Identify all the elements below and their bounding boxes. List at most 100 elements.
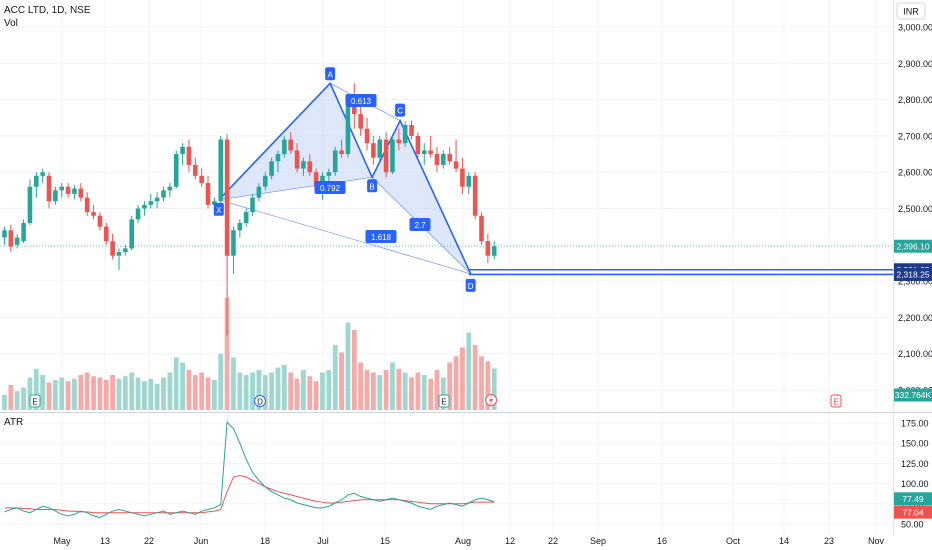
pattern-ratio-cd-box xyxy=(409,218,431,231)
volume-bar xyxy=(91,376,96,410)
pattern-ratio-xb-box xyxy=(314,181,346,194)
volume-bar xyxy=(148,378,154,410)
pattern-ratio-xd: 1.618 xyxy=(365,230,397,243)
volume-bar xyxy=(466,332,472,410)
volume-bar xyxy=(294,378,300,410)
pattern-point-x-text: X xyxy=(216,206,222,215)
event-marker-text: E xyxy=(833,398,838,407)
atr-legend-label[interactable]: ATR xyxy=(4,417,23,428)
volume-bar xyxy=(453,356,459,410)
volume-bar xyxy=(122,376,128,410)
volume-badge-text: 332.764K xyxy=(895,390,932,400)
candle-body xyxy=(428,150,433,155)
candle-body xyxy=(135,208,141,220)
pattern-ratio-ab: 0.613 xyxy=(345,94,377,107)
candle-body xyxy=(199,175,204,184)
time-tick-label: 15 xyxy=(380,536,390,546)
volume-bar xyxy=(78,375,84,410)
atr-value-badge-box xyxy=(894,492,932,506)
last-price-badge[interactable]: 2,396.10 xyxy=(894,239,932,253)
candle-body xyxy=(402,125,408,144)
volume-bar xyxy=(27,377,33,410)
candle-body xyxy=(352,106,357,115)
volume-bar xyxy=(65,381,71,410)
event-marker-2[interactable]: E xyxy=(438,394,450,408)
pattern-ratio-xb: 0.792 xyxy=(314,181,346,194)
candle-body xyxy=(123,248,128,253)
volume-bar xyxy=(103,380,109,410)
candle-body xyxy=(307,161,313,173)
candle-body xyxy=(103,226,109,242)
volume-bar xyxy=(180,362,185,410)
candle-body xyxy=(472,175,478,216)
candle-body xyxy=(460,168,465,187)
time-tick-label: Aug xyxy=(455,536,471,546)
currency-button[interactable]: INR xyxy=(896,2,926,20)
volume-bar xyxy=(320,372,325,410)
pattern-ratio-cd: 2.7 xyxy=(409,218,431,231)
atr-value-badge-text: 77.49 xyxy=(902,494,924,504)
candle-body xyxy=(218,139,224,202)
candle-body xyxy=(262,175,268,187)
candle-body xyxy=(110,241,115,256)
atr-ma-value-badge-text: 77.04 xyxy=(902,507,924,517)
event-marker-1[interactable]: D xyxy=(254,395,266,407)
volume-bar xyxy=(275,367,281,410)
atr-tick-label: 125.00 xyxy=(901,459,929,469)
candle-body xyxy=(326,172,332,176)
candle-body xyxy=(148,201,154,205)
symbol-title[interactable]: ACC LTD, 1D, NSE xyxy=(4,5,91,16)
volume-legend-label[interactable]: Vol xyxy=(4,18,18,29)
event-marker-3[interactable]: E xyxy=(830,394,842,408)
time-tick-label: 13 xyxy=(100,536,110,546)
volume-bar xyxy=(351,330,357,410)
time-axis[interactable]: May 13 22 Jun 18 Jul 15 Aug 12 22 Sep 16 Oct 14 23 Nov xyxy=(53,536,884,546)
volume-bar xyxy=(59,377,65,410)
flash-icon[interactable] xyxy=(485,394,497,406)
volume-bar xyxy=(2,395,7,410)
atr-ma-value-badge[interactable]: 77.04 xyxy=(894,505,932,519)
pattern-point-a-box xyxy=(325,67,336,81)
candle-body xyxy=(129,219,134,249)
candle-body xyxy=(383,139,389,173)
volume-badge[interactable]: 332.764K xyxy=(894,388,932,402)
time-tick-label: 14 xyxy=(779,536,789,546)
candle-body xyxy=(186,146,192,165)
candle-body xyxy=(8,230,14,247)
candle-body xyxy=(282,139,287,155)
candle-body xyxy=(237,223,243,231)
flash-icon-glyph xyxy=(489,396,493,405)
candle-body xyxy=(27,186,33,224)
volume-bar xyxy=(186,370,192,410)
price-tick-label: 2,500.00 xyxy=(898,204,932,214)
candle-body xyxy=(53,190,58,202)
time-tick-label: 18 xyxy=(260,536,270,546)
volume-bars xyxy=(2,297,497,410)
event-marker-shape xyxy=(254,395,266,407)
volume-bar xyxy=(40,375,46,410)
event-marker-shape xyxy=(438,394,450,408)
candle-body xyxy=(301,161,306,169)
candle-body xyxy=(78,188,84,198)
volume-bar xyxy=(262,375,268,410)
pattern-point-c: C xyxy=(395,103,406,117)
time-tick-label: 16 xyxy=(657,536,667,546)
price-tick-label: 2,900.00 xyxy=(898,59,932,69)
target-2-badge[interactable]: 2,318.25 xyxy=(894,267,932,281)
pattern-point-b-text: B xyxy=(369,182,374,191)
event-marker-0[interactable]: E xyxy=(29,394,41,408)
candle-body xyxy=(59,186,65,191)
volume-bar xyxy=(52,380,58,410)
candle-body xyxy=(275,154,281,162)
volume-bar xyxy=(231,357,236,410)
atr-value-badge[interactable]: 77.49 xyxy=(894,492,932,506)
atr-tick-label: 150.00 xyxy=(901,439,929,449)
time-tick-label: Jun xyxy=(194,536,209,546)
volume-bar xyxy=(237,372,243,410)
candle-body xyxy=(231,230,236,256)
atr-lines xyxy=(4,421,495,519)
candle-body xyxy=(441,154,446,165)
volume-bar xyxy=(269,372,275,410)
pattern-ratio-line xyxy=(218,199,471,275)
volume-bar xyxy=(8,385,14,410)
